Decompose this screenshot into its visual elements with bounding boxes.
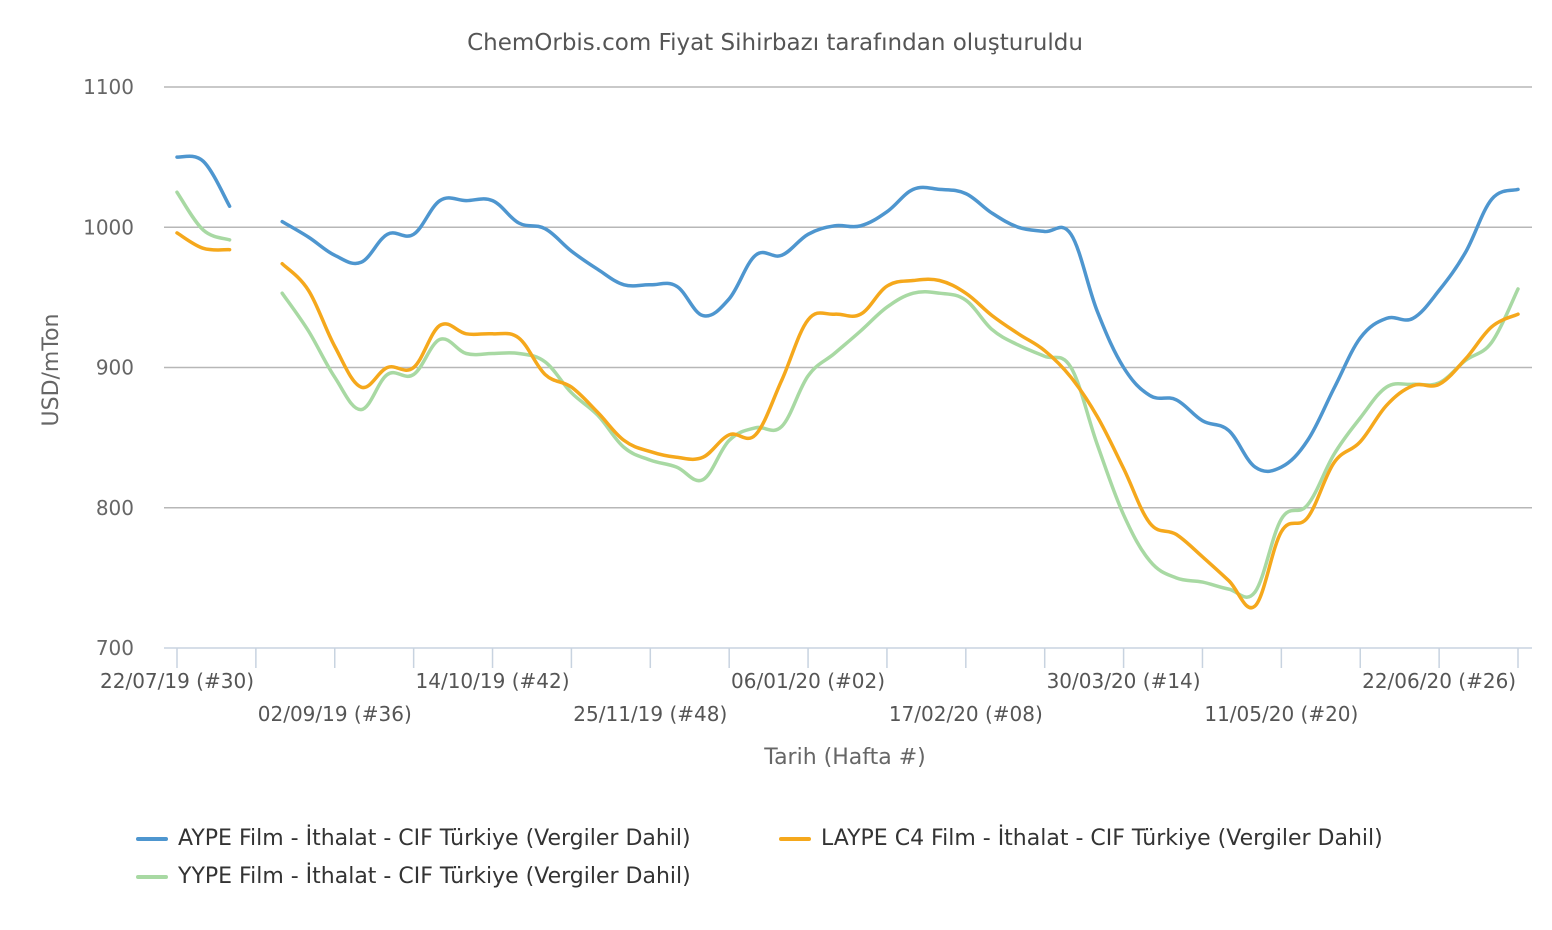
legend-swatch-laype — [779, 836, 811, 841]
x-tick-label: 02/09/19 (#36) — [258, 702, 412, 726]
y-tick-label-700: 700 — [96, 636, 134, 660]
legend-swatch-aype — [136, 836, 168, 841]
y-axis-ticks: 700 800 900 1000 1100 — [83, 75, 134, 660]
x-axis-title: Tarih (Hafta #) — [763, 745, 925, 770]
y-tick-label-900: 900 — [96, 356, 134, 380]
series-line-aype-segment-2[interactable] — [280, 185, 1520, 474]
y-tick-label-1000: 1000 — [83, 215, 134, 239]
legend-label-yype: YYPE Film - İthalat - CIF Türkiye (Vergi… — [178, 864, 691, 889]
y-tick-label-800: 800 — [96, 496, 134, 520]
x-tick-label: 11/05/20 (#20) — [1204, 702, 1358, 726]
x-tick-label: 25/11/19 (#48) — [573, 702, 727, 726]
x-tick-label: 17/02/20 (#08) — [889, 702, 1043, 726]
series-line-laype-segment-1[interactable] — [175, 231, 232, 252]
x-tick-label: 06/01/20 (#02) — [731, 669, 885, 693]
gridlines — [164, 86, 1532, 649]
x-tick-label: 30/03/20 (#14) — [1047, 669, 1201, 693]
legend-item-aype[interactable]: AYPE Film - İthalat - CIF Türkiye (Vergi… — [136, 826, 691, 851]
x-tick-label: 22/07/19 (#30) — [100, 669, 254, 693]
x-axis: 22/07/19 (#30)02/09/19 (#36)14/10/19 (#4… — [100, 648, 1519, 726]
y-tick-label-1100: 1100 — [83, 75, 134, 99]
series-line-laype-segment-2[interactable] — [280, 261, 1520, 610]
series-line-aype-segment-1[interactable] — [175, 154, 232, 208]
legend-label-laype: LAYPE C4 Film - İthalat - CIF Türkiye (V… — [821, 826, 1383, 851]
series-line-yype-segment-2[interactable] — [280, 287, 1520, 599]
legend-item-laype[interactable]: LAYPE C4 Film - İthalat - CIF Türkiye (V… — [779, 826, 1383, 851]
legend-item-yype[interactable]: YYPE Film - İthalat - CIF Türkiye (Vergi… — [136, 864, 691, 889]
x-tick-label: 22/06/20 (#26) — [1362, 669, 1516, 693]
x-tick-label: 14/10/19 (#42) — [416, 669, 570, 693]
series-line-yype-segment-1[interactable] — [175, 190, 232, 242]
legend-swatch-yype — [136, 874, 168, 879]
y-axis-title: USD/mTon — [39, 314, 64, 427]
chart-title: ChemOrbis.com Fiyat Sihirbazı tarafından… — [467, 30, 1083, 56]
legend-label-aype: AYPE Film - İthalat - CIF Türkiye (Vergi… — [178, 826, 691, 851]
series-lines — [175, 154, 1520, 610]
